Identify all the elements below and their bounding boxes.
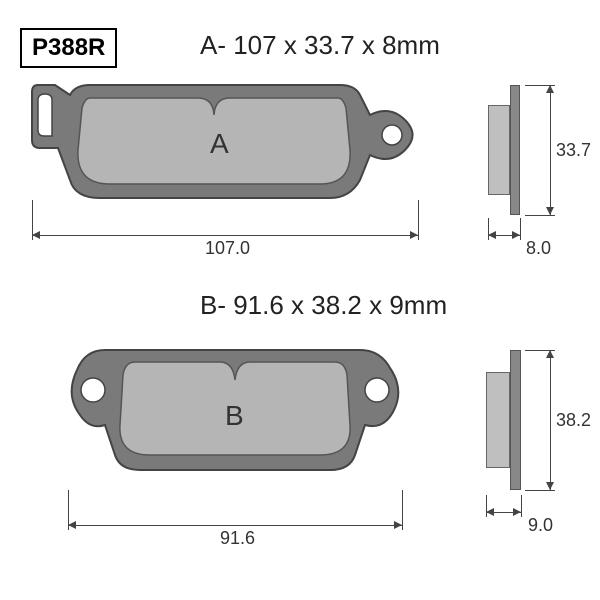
pad-a-width-arrow bbox=[32, 235, 418, 236]
pad-b-letter: B bbox=[225, 400, 244, 432]
pad-a-header: A- 107 x 33.7 x 8mm bbox=[200, 30, 440, 61]
pad-a-side-backing bbox=[510, 85, 520, 215]
pad-a-thickness-label: 8.0 bbox=[526, 238, 551, 259]
pad-b-side-backing bbox=[510, 350, 521, 490]
part-number: P388R bbox=[32, 34, 105, 61]
pad-a-height-label: 33.7 bbox=[556, 140, 591, 161]
dim-tick bbox=[525, 215, 555, 216]
pad-a-thickness-arrow bbox=[488, 235, 520, 236]
dim-tick bbox=[402, 490, 403, 530]
dim-tick bbox=[418, 200, 419, 240]
pad-b-width-arrow bbox=[68, 525, 402, 526]
pad-a-letter: A bbox=[210, 128, 229, 160]
pad-b-width-label: 91.6 bbox=[220, 528, 255, 549]
dim-tick bbox=[520, 218, 521, 240]
pad-b-thickness-arrow bbox=[486, 512, 521, 513]
pad-b-height-arrow bbox=[550, 350, 551, 490]
dim-tick bbox=[521, 495, 522, 517]
pad-b-thickness-label: 9.0 bbox=[528, 515, 553, 536]
part-number-box: P388R bbox=[20, 28, 117, 68]
pad-a-width-label: 107.0 bbox=[205, 238, 250, 259]
pad-a-height-arrow bbox=[550, 85, 551, 215]
pad-b-height-label: 38.2 bbox=[556, 410, 591, 431]
pad-b-side-friction bbox=[486, 372, 510, 468]
dim-tick bbox=[525, 490, 555, 491]
pad-a-side-friction bbox=[488, 105, 510, 195]
pad-b-header: B- 91.6 x 38.2 x 9mm bbox=[200, 290, 447, 321]
